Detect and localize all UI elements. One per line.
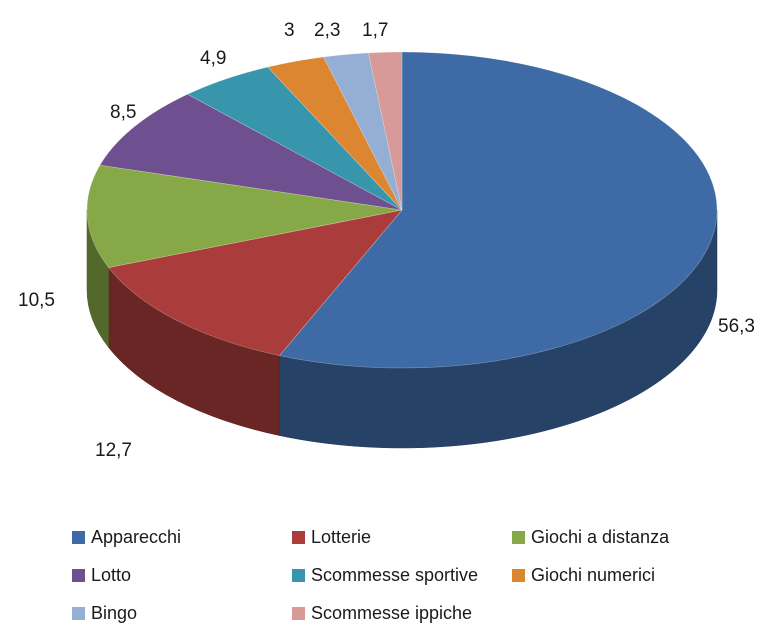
data-label: 10,5 [18,290,55,311]
legend-label: Lotterie [311,526,372,547]
legend-swatch [72,568,85,582]
pie-slice-giochi-a-distanza [86,164,403,268]
legend-item-lotterie: Lotterie [292,524,512,550]
data-label: 3 [284,20,295,41]
legend-swatch [512,568,525,582]
legend-item-giochi-a-distanza: Giochi a distanza [512,524,762,550]
legend-label: Lotto [91,564,132,585]
legend-item-bingo: Bingo [72,600,292,626]
pie-slice-apparecchi [278,51,718,369]
legend-label: Giochi a distanza [531,526,670,547]
chart-legend: Apparecchi Lotterie Giochi a distanza Lo… [72,524,762,626]
legend-item-scommesse-sportive: Scommesse sportive [292,562,512,588]
legend-label: Apparecchi [91,526,182,547]
legend-item-giochi-numerici: Giochi numerici [512,562,762,588]
legend-swatch [512,530,525,544]
legend-label: Giochi numerici [531,564,656,585]
pie-slice-lotto [99,93,403,211]
legend-swatch [292,606,305,620]
data-label: 12,7 [95,440,132,461]
pie-top-faces [86,51,718,369]
legend-item-lotto: Lotto [72,562,292,588]
legend-swatch [72,530,85,544]
pie-chart: 56,3 12,7 10,5 8,5 4,9 3 2,3 1,7 [18,20,755,461]
data-label: 8,5 [110,102,136,123]
pie-slice-lotterie [108,209,403,356]
data-label: 1,7 [362,20,388,41]
legend-swatch [292,530,305,544]
legend-swatch [72,606,85,620]
pie-slice-scommesse-sportive [186,66,403,211]
legend-label: Scommesse ippiche [311,602,473,623]
pie-slice-giochi-numerici [267,56,403,211]
data-labels: 56,3 12,7 10,5 8,5 4,9 3 2,3 1,7 [18,20,755,461]
legend-swatch [292,568,305,582]
legend-item-scommesse-ippiche: Scommesse ippiche [292,600,512,626]
legend-item-apparecchi: Apparecchi [72,524,292,550]
data-label: 56,3 [718,316,755,337]
pie-slice-scommesse-ippiche [368,51,403,211]
data-label: 4,9 [200,48,226,69]
legend-label: Bingo [91,602,138,623]
legend-label: Scommesse sportive [311,564,479,585]
data-label: 2,3 [314,20,340,41]
pie-slice-bingo [323,52,403,211]
